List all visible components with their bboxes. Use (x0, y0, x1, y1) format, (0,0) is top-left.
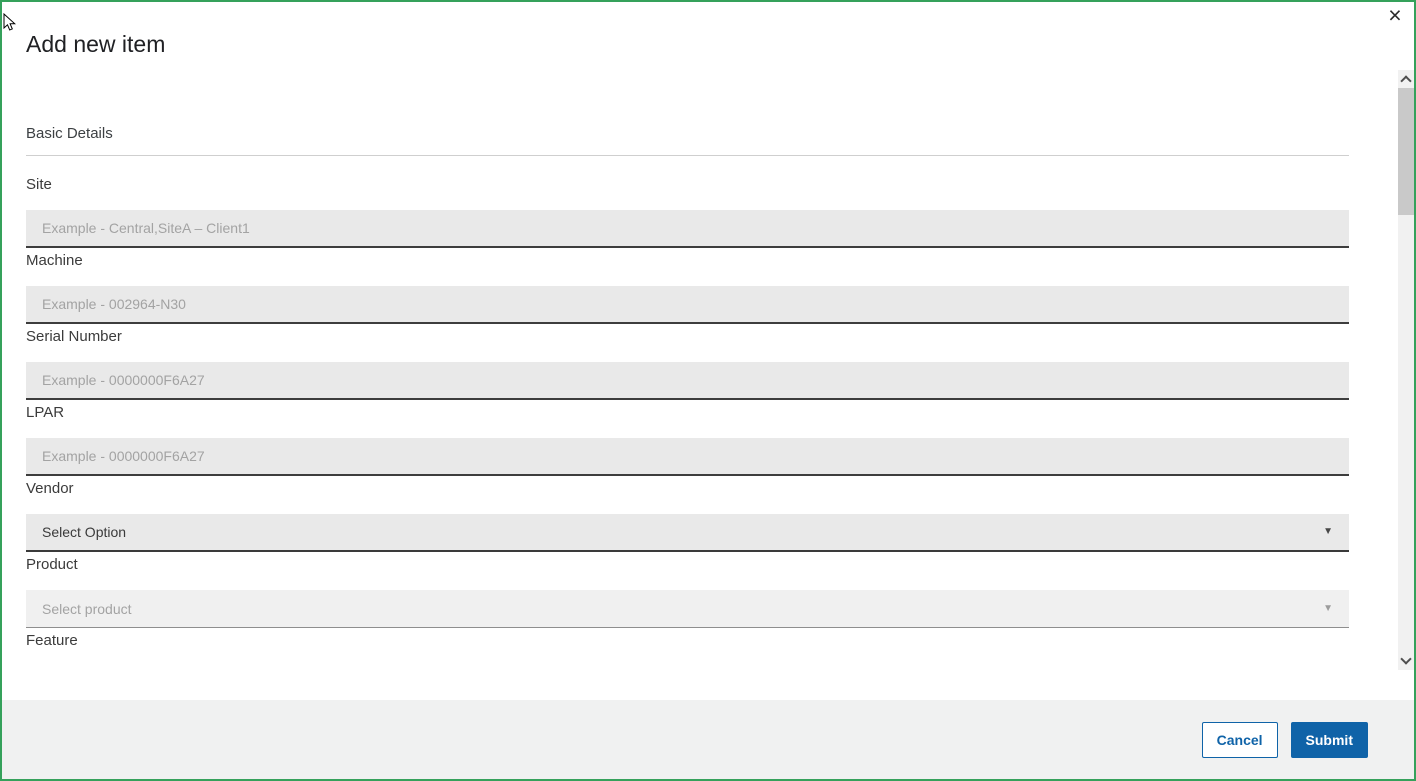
field-serial-number: Serial Number (26, 329, 1349, 400)
site-input[interactable] (26, 210, 1349, 248)
vendor-select[interactable]: Select Option ▼ (26, 514, 1349, 552)
field-label: LPAR (26, 404, 65, 421)
field-vendor: Vendor Select Option ▼ (26, 481, 1349, 552)
scrollbar-track[interactable] (1398, 215, 1414, 652)
vendor-select-value: Select Option (42, 524, 127, 540)
close-icon[interactable]: × (1381, 2, 1409, 28)
field-product: Product Select product ▼ (26, 557, 1349, 628)
cancel-button[interactable]: Cancel (1201, 721, 1278, 758)
chevron-down-icon (1400, 653, 1412, 665)
field-label: Product (26, 556, 78, 573)
field-lpar: LPAR (26, 405, 1349, 476)
field-label: Serial Number (26, 328, 122, 345)
field-label: Vendor (26, 480, 74, 497)
field-label: Feature (26, 632, 78, 649)
product-select[interactable]: Select product ▼ (26, 590, 1349, 628)
scrollbar-thumb[interactable] (1398, 88, 1414, 215)
dialog-footer: Cancel Submit (2, 700, 1414, 779)
product-select-placeholder: Select product (42, 600, 132, 617)
machine-input[interactable] (26, 286, 1349, 324)
section-divider (26, 155, 1349, 156)
field-label: Machine (26, 252, 83, 269)
scroll-up-button[interactable] (1398, 70, 1414, 88)
field-feature: Feature (26, 633, 1349, 649)
scrollbar[interactable] (1398, 70, 1414, 670)
section-title: Basic Details (26, 125, 113, 142)
submit-button[interactable]: Submit (1290, 721, 1368, 758)
chevron-up-icon (1400, 75, 1412, 87)
chevron-down-icon: ▼ (1323, 526, 1333, 537)
field-machine: Machine (26, 253, 1349, 324)
dialog-body: Add new item Basic Details Site Machine … (26, 2, 1349, 666)
field-site: Site (26, 177, 1349, 248)
chevron-down-icon: ▼ (1323, 602, 1333, 614)
field-label: Site (26, 176, 52, 193)
lpar-input[interactable] (26, 438, 1349, 476)
serial-number-input[interactable] (26, 362, 1349, 400)
scroll-down-button[interactable] (1398, 652, 1414, 670)
dialog-title: Add new item (26, 31, 166, 57)
mouse-cursor-icon (3, 13, 16, 31)
